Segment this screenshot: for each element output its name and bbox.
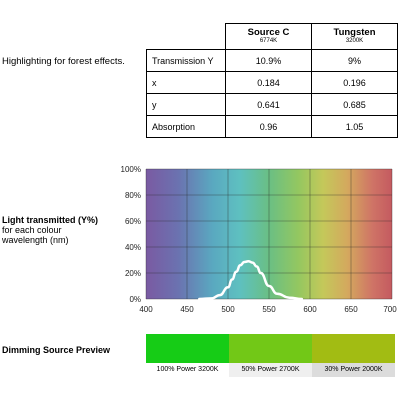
table-cell: 0.96 <box>225 115 312 138</box>
table-corner <box>147 24 226 50</box>
x-tick-label: 450 <box>180 305 194 314</box>
chart-plot-area <box>146 169 392 299</box>
column-temp: 6774K <box>259 38 278 44</box>
spec-table: Source C 6774K Tungsten 3200K Transmissi… <box>146 23 398 138</box>
dimming-title: Dimming Source Preview <box>2 345 111 355</box>
dimming-label: 30% Power 2000K <box>312 363 395 377</box>
chart-caption-line: wavelength (nm) <box>2 235 69 245</box>
column-name: Source C <box>247 27 290 38</box>
dimming-swatch <box>312 334 395 363</box>
column-header-source-c: Source C 6774K <box>225 23 312 50</box>
y-tick-label: 80% <box>125 191 141 200</box>
row-label: y <box>146 93 226 116</box>
table-cell: 0.196 <box>311 71 398 94</box>
x-tick-label: 400 <box>139 305 153 314</box>
table-cell: 0.184 <box>225 71 312 94</box>
transmission-curve <box>198 260 304 301</box>
column-name: Tungsten <box>333 27 376 38</box>
table-cell: 1.05 <box>311 115 398 138</box>
y-tick-label: 60% <box>125 217 141 226</box>
column-temp: 3200K <box>345 38 364 44</box>
dimming-swatch <box>146 334 229 363</box>
transmission-chart: 0% 20% 40% 60% 80% 100% 400 450 500 550 600 650 700 <box>121 165 398 314</box>
x-tick-label: 650 <box>344 305 358 314</box>
table-row: x 0.184 0.196 <box>146 71 398 94</box>
dimming-label: 100% Power 3200K <box>146 363 229 377</box>
row-label: Absorption <box>146 115 226 138</box>
row-label: Transmission Y <box>146 49 226 72</box>
x-tick-label: 600 <box>303 305 317 314</box>
dimming-swatch <box>229 334 312 363</box>
filter-description: Highlighting for forest effects. <box>2 56 125 67</box>
row-label: x <box>146 71 226 94</box>
chart-caption-line: for each colour <box>2 225 62 235</box>
y-tick-label: 40% <box>125 243 141 252</box>
x-tick-label: 700 <box>383 305 397 314</box>
chart-caption-title: Light transmitted (Y%) <box>2 215 98 225</box>
chart-caption: Light transmitted (Y%) for each colour w… <box>2 215 98 245</box>
table-cell: 9% <box>311 49 398 72</box>
table-cell: 0.685 <box>311 93 398 116</box>
y-tick-label: 0% <box>129 295 141 304</box>
column-header-tungsten: Tungsten 3200K <box>311 23 398 50</box>
y-tick-label: 20% <box>125 269 141 278</box>
x-tick-label: 500 <box>221 305 235 314</box>
chart-grid <box>145 168 393 300</box>
y-tick-label: 100% <box>121 165 141 174</box>
dimming-label: 50% Power 2700K <box>229 363 312 377</box>
x-tick-label: 550 <box>262 305 276 314</box>
table-cell: 0.641 <box>225 93 312 116</box>
table-row: Transmission Y 10.9% 9% <box>146 49 398 72</box>
table-row: Absorption 0.96 1.05 <box>146 115 398 138</box>
x-axis-ticks: 400 450 500 550 600 650 700 <box>139 305 397 314</box>
table-row: y 0.641 0.685 <box>146 93 398 116</box>
y-axis-ticks: 0% 20% 40% 60% 80% 100% <box>121 165 141 304</box>
table-cell: 10.9% <box>225 49 312 72</box>
